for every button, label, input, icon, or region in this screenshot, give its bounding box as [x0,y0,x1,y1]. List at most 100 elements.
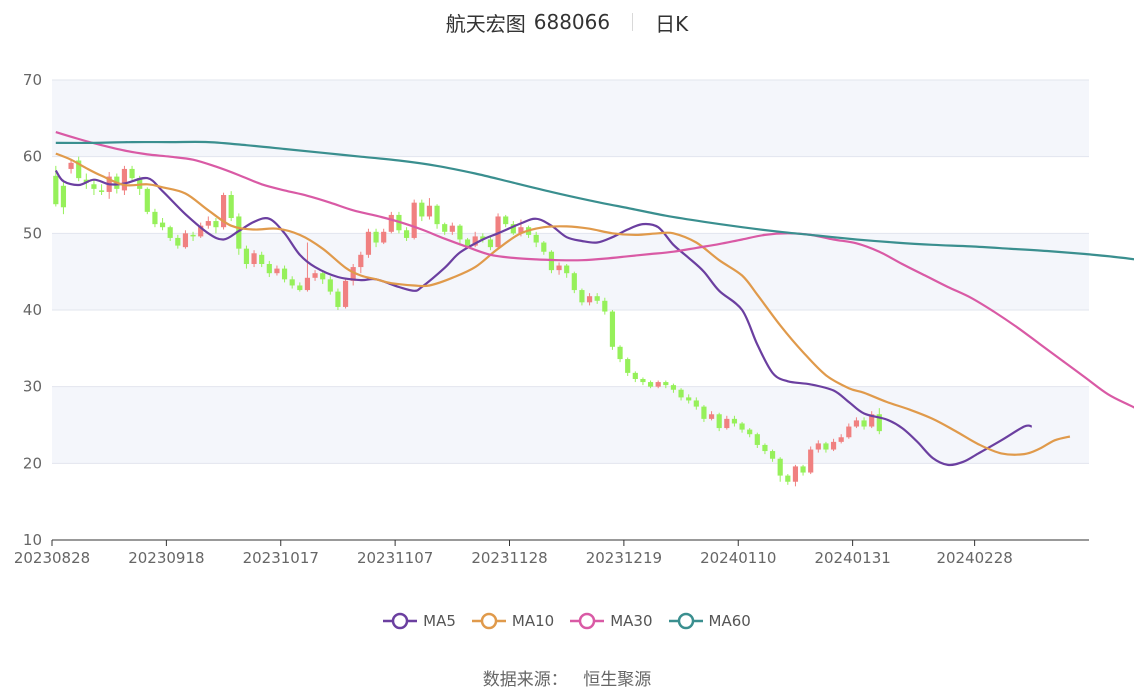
candle-body [747,429,753,435]
candle [213,218,219,234]
candle-body [510,224,516,234]
candle-body [129,168,135,179]
candle-body [327,279,333,292]
candle [686,394,692,404]
candle-body [457,225,463,240]
candle-body [731,418,738,424]
candle [876,408,882,435]
candle-body [220,195,227,228]
candle [144,187,150,215]
candle [800,464,806,476]
candle [152,208,158,228]
candle [190,231,196,241]
candle-body [686,397,692,401]
x-tick-label: 20240228 [936,549,1012,567]
candle [381,228,387,245]
candle-body [335,291,341,307]
candle [335,288,341,310]
candle [228,191,234,222]
candle [243,245,250,269]
legend-item-ma5[interactable]: MA5 [383,612,456,630]
candle-body [625,359,631,373]
candle-body [304,277,311,291]
candle [236,213,242,255]
candle-body [808,449,814,473]
candle [358,251,364,274]
candle [487,236,494,251]
candle-body [754,434,760,445]
candle [365,228,372,258]
candle-body [647,382,654,387]
candle [373,228,379,248]
candle-body [503,216,509,225]
candle [579,288,585,306]
ma60-line [55,140,1134,261]
legend-label: MA5 [423,612,456,630]
x-tick-label: 20231128 [471,549,547,567]
candle [571,271,577,294]
legend-label: MA10 [511,612,555,630]
candle-body [159,222,166,228]
candle [510,221,516,235]
legend-item-ma60[interactable]: MA60 [668,612,751,630]
candle [68,160,74,174]
y-axis: 10 20 30 40 50 60 70 [23,71,42,549]
candle-body [243,248,250,264]
candle [869,411,875,429]
legend-item-ma10[interactable]: MA10 [471,612,555,630]
candle-body [411,202,417,238]
candle-body [213,221,219,228]
candle [403,227,410,241]
background-bands [52,80,1089,464]
candle [457,224,463,246]
candle [205,216,211,229]
source-value: 恒生聚源 [583,670,652,690]
candle [198,222,204,238]
candle [655,380,661,389]
candle-body [632,372,638,379]
legend-item-ma30[interactable]: MA30 [570,612,653,630]
candle [60,179,67,215]
candle [503,214,509,228]
candle [274,265,280,276]
period-label: 日K [655,11,689,36]
x-tick-label: 20231219 [586,549,662,567]
legend-marker-icon [668,612,703,630]
legend-marker-icon [570,612,605,630]
candle [167,225,173,241]
candle-body [266,264,272,274]
candle-body [792,466,799,482]
candle [98,184,105,195]
candle [838,434,844,444]
candle [777,457,783,482]
candle-body [617,346,623,360]
candle [159,218,166,231]
ma10-line [55,152,1071,456]
x-tick-label: 20231017 [243,549,319,567]
candle-body [464,239,471,246]
candle [853,417,860,429]
legend-label: MA60 [708,612,751,630]
candle-body [137,178,143,189]
candle-body [556,265,562,271]
candle-body [769,451,776,459]
candle [701,405,707,422]
candle-body [846,426,852,438]
candle [739,421,745,433]
candle-body [861,420,867,427]
candle [647,380,654,389]
candle [251,250,257,268]
candle-body [419,202,425,217]
candle [76,156,82,182]
candle [754,432,760,448]
candle [411,199,417,240]
candle-body [724,418,730,429]
candle [289,276,295,289]
candle [564,264,570,278]
candle [602,297,608,315]
candle [388,211,394,234]
candle-body [495,216,501,248]
candle-body [693,400,699,407]
chart-header: 航天宏图 688066 日K [0,8,1134,36]
